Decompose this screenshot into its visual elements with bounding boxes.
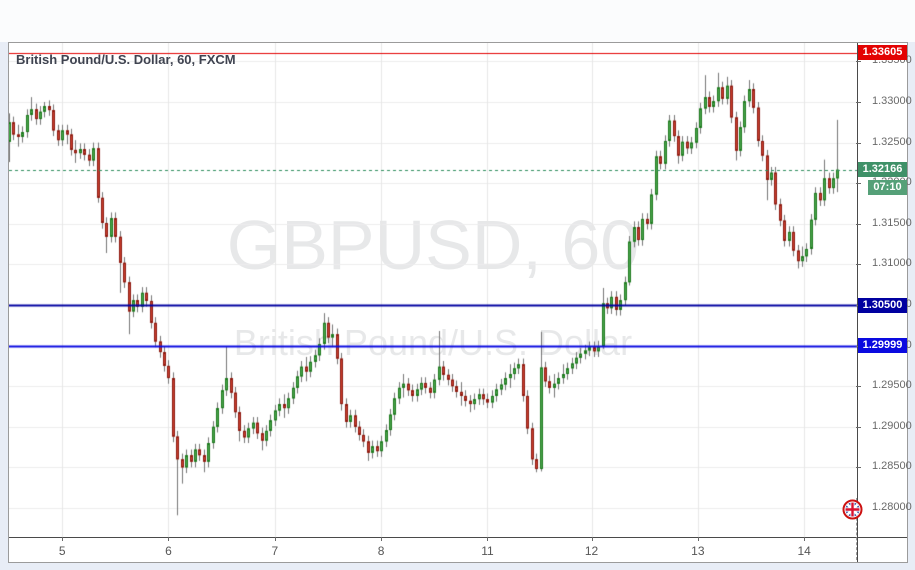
time-axis-tick <box>168 537 170 541</box>
time-axis-label: 13 <box>691 544 705 558</box>
price-axis-label: 1.31000 <box>856 257 912 271</box>
page-top-margin <box>0 0 915 42</box>
time-axis-label: 6 <box>165 544 172 558</box>
time-axis-separator <box>9 537 907 538</box>
time-axis-label: 8 <box>377 544 385 558</box>
bar-countdown-label: 07:10 <box>868 180 907 195</box>
price-axis-label: 1.29500 <box>856 379 912 393</box>
time-axis-label: 7 <box>271 544 279 558</box>
time-axis-tick <box>62 537 64 541</box>
time-axis-label: 14 <box>797 544 811 558</box>
time-axis-label: 12 <box>584 544 599 558</box>
time-axis-label: 5 <box>58 544 66 558</box>
time-axis-tick <box>381 537 383 541</box>
price-axis-label: 1.28000 <box>856 501 912 515</box>
price-axis-label: 1.29000 <box>856 420 912 434</box>
gbp-flag-icon[interactable] <box>842 499 863 520</box>
time-axis-tick <box>274 537 276 541</box>
time-axis-tick <box>804 537 806 541</box>
chart-title: British Pound/U.S. Dollar, 60, FXCM <box>16 52 236 67</box>
time-axis-tick <box>591 537 593 541</box>
time-axis-label: 11 <box>481 544 494 558</box>
level-price-label-1-30500[interactable]: 1.30500 <box>858 298 907 313</box>
price-axis-label: 1.28500 <box>856 460 912 474</box>
time-axis-tick <box>487 537 489 541</box>
session-break-dashed-line <box>856 498 857 560</box>
level-price-label-1-29999[interactable]: 1.29999 <box>858 338 907 353</box>
candlestick-chart-canvas[interactable] <box>9 43 857 537</box>
chart-widget-frame: GBPUSD, 60 British Pound/U.S. Dollar Bri… <box>8 42 912 563</box>
time-axis-tick <box>697 537 699 541</box>
last-price-label[interactable]: 1.32166 <box>858 162 907 177</box>
alert-price-label[interactable]: 1.33605 <box>858 45 907 60</box>
price-axis-separator <box>857 43 858 562</box>
price-axis-label: 1.31500 <box>856 217 912 231</box>
price-axis-label: 1.33000 <box>856 95 912 109</box>
price-axis-label: 1.32500 <box>856 136 912 150</box>
